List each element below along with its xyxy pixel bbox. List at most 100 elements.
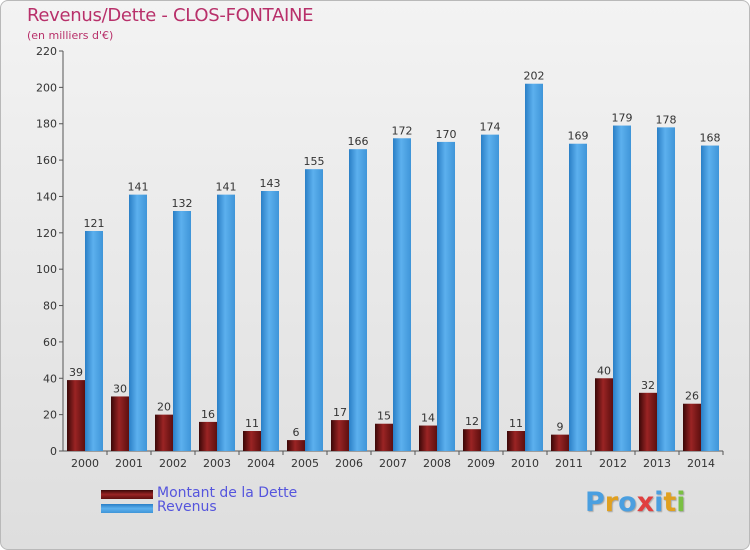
y-tick-label: 40 (43, 372, 57, 385)
proxiti-logo: Proxiti (585, 487, 686, 518)
y-tick-label: 0 (50, 445, 57, 458)
logo-letter: t (663, 487, 677, 518)
bar-revenue (129, 194, 147, 452)
legend-label-debt: Montant de la Dette (157, 485, 298, 501)
y-tick-label: 160 (36, 154, 57, 167)
x-tick-label: 2001 (115, 457, 143, 470)
data-label-debt: 12 (465, 415, 479, 428)
logo-letter: i (676, 487, 686, 518)
bar-revenue (305, 169, 323, 451)
data-label-revenue: 155 (304, 155, 325, 168)
bar-revenue (525, 83, 543, 452)
data-label-revenue: 174 (480, 121, 501, 134)
data-label-debt: 40 (597, 364, 611, 377)
x-tick-label: 2005 (291, 457, 319, 470)
bar-debt (551, 434, 569, 451)
data-label-debt: 15 (377, 410, 391, 423)
y-tick-label: 80 (43, 300, 57, 313)
data-label-debt: 6 (293, 426, 300, 439)
x-tick-label: 2004 (247, 457, 275, 470)
data-label-debt: 14 (421, 412, 435, 425)
bar-revenue (349, 149, 367, 451)
y-tick-label: 220 (36, 45, 57, 58)
data-label-debt: 17 (333, 406, 347, 419)
bar-revenue (85, 231, 103, 451)
bar-debt (463, 429, 481, 451)
bar-debt (199, 421, 217, 451)
bar-revenue (437, 141, 455, 451)
bar-debt (683, 403, 701, 451)
x-tick-label: 2008 (423, 457, 451, 470)
bar-debt (331, 420, 349, 451)
data-label-debt: 11 (509, 417, 523, 430)
x-tick-label: 2002 (159, 457, 187, 470)
logo-letter: x (636, 487, 655, 518)
data-label-revenue: 132 (172, 197, 193, 210)
y-tick-label: 20 (43, 409, 57, 422)
x-tick-label: 2013 (643, 457, 671, 470)
data-label-revenue: 202 (524, 70, 545, 83)
logo-letter: o (618, 487, 637, 518)
data-label-revenue: 141 (128, 181, 149, 194)
x-tick-label: 2006 (335, 457, 363, 470)
data-label-debt: 39 (69, 366, 83, 379)
data-label-debt: 9 (557, 421, 564, 434)
data-label-revenue: 178 (656, 113, 677, 126)
bar-revenue (657, 127, 675, 451)
x-tick-label: 2000 (71, 457, 99, 470)
bar-debt (639, 392, 657, 451)
bar-debt (67, 380, 85, 451)
data-label-revenue: 169 (568, 130, 589, 143)
x-tick-label: 2014 (687, 457, 715, 470)
x-tick-label: 2010 (511, 457, 539, 470)
data-label-debt: 30 (113, 382, 127, 395)
logo-letter: r (604, 487, 619, 518)
bar-debt (419, 425, 437, 451)
legend-swatch-debt (101, 490, 153, 499)
y-tick-label: 100 (36, 263, 57, 276)
x-tick-label: 2003 (203, 457, 231, 470)
data-label-revenue: 179 (612, 112, 633, 125)
bar-revenue (613, 125, 631, 451)
logo-letter: i (654, 487, 664, 518)
legend-swatch-revenue (101, 504, 153, 513)
bar-debt (375, 423, 393, 451)
bar-debt (507, 431, 525, 451)
bar-debt (155, 414, 173, 451)
y-tick-label: 60 (43, 336, 57, 349)
data-label-debt: 26 (685, 390, 699, 403)
y-tick-label: 200 (36, 81, 57, 94)
data-label-debt: 20 (157, 401, 171, 414)
logo-letter: P (585, 487, 605, 518)
chart-title: Revenus/Dette - CLOS-FONTAINE (27, 5, 314, 26)
bar-revenue (701, 145, 719, 451)
x-tick-label: 2007 (379, 457, 407, 470)
data-label-revenue: 166 (348, 135, 369, 148)
data-label-debt: 32 (641, 379, 655, 392)
bar-revenue (261, 191, 279, 451)
bar-revenue (569, 143, 587, 451)
data-label-revenue: 170 (436, 128, 457, 141)
bar-revenue (393, 138, 411, 452)
legend-label-revenue: Revenus (157, 499, 217, 515)
x-tick-label: 2012 (599, 457, 627, 470)
x-tick-label: 2009 (467, 457, 495, 470)
x-tick-label: 2011 (555, 457, 583, 470)
data-label-revenue: 143 (260, 177, 281, 190)
bar-debt (595, 378, 613, 451)
bar-revenue (173, 211, 191, 451)
chart-subtitle: (en milliers d'€) (27, 29, 114, 42)
data-label-revenue: 168 (700, 132, 721, 145)
bar-debt (111, 396, 129, 451)
data-label-debt: 11 (245, 417, 259, 430)
bar-debt (243, 431, 261, 451)
data-label-revenue: 172 (392, 124, 413, 137)
data-label-revenue: 121 (84, 217, 105, 230)
y-tick-label: 120 (36, 227, 57, 240)
data-label-revenue: 141 (216, 181, 237, 194)
bar-revenue (481, 134, 499, 452)
data-label-debt: 16 (201, 408, 215, 421)
bar-debt (287, 440, 305, 451)
